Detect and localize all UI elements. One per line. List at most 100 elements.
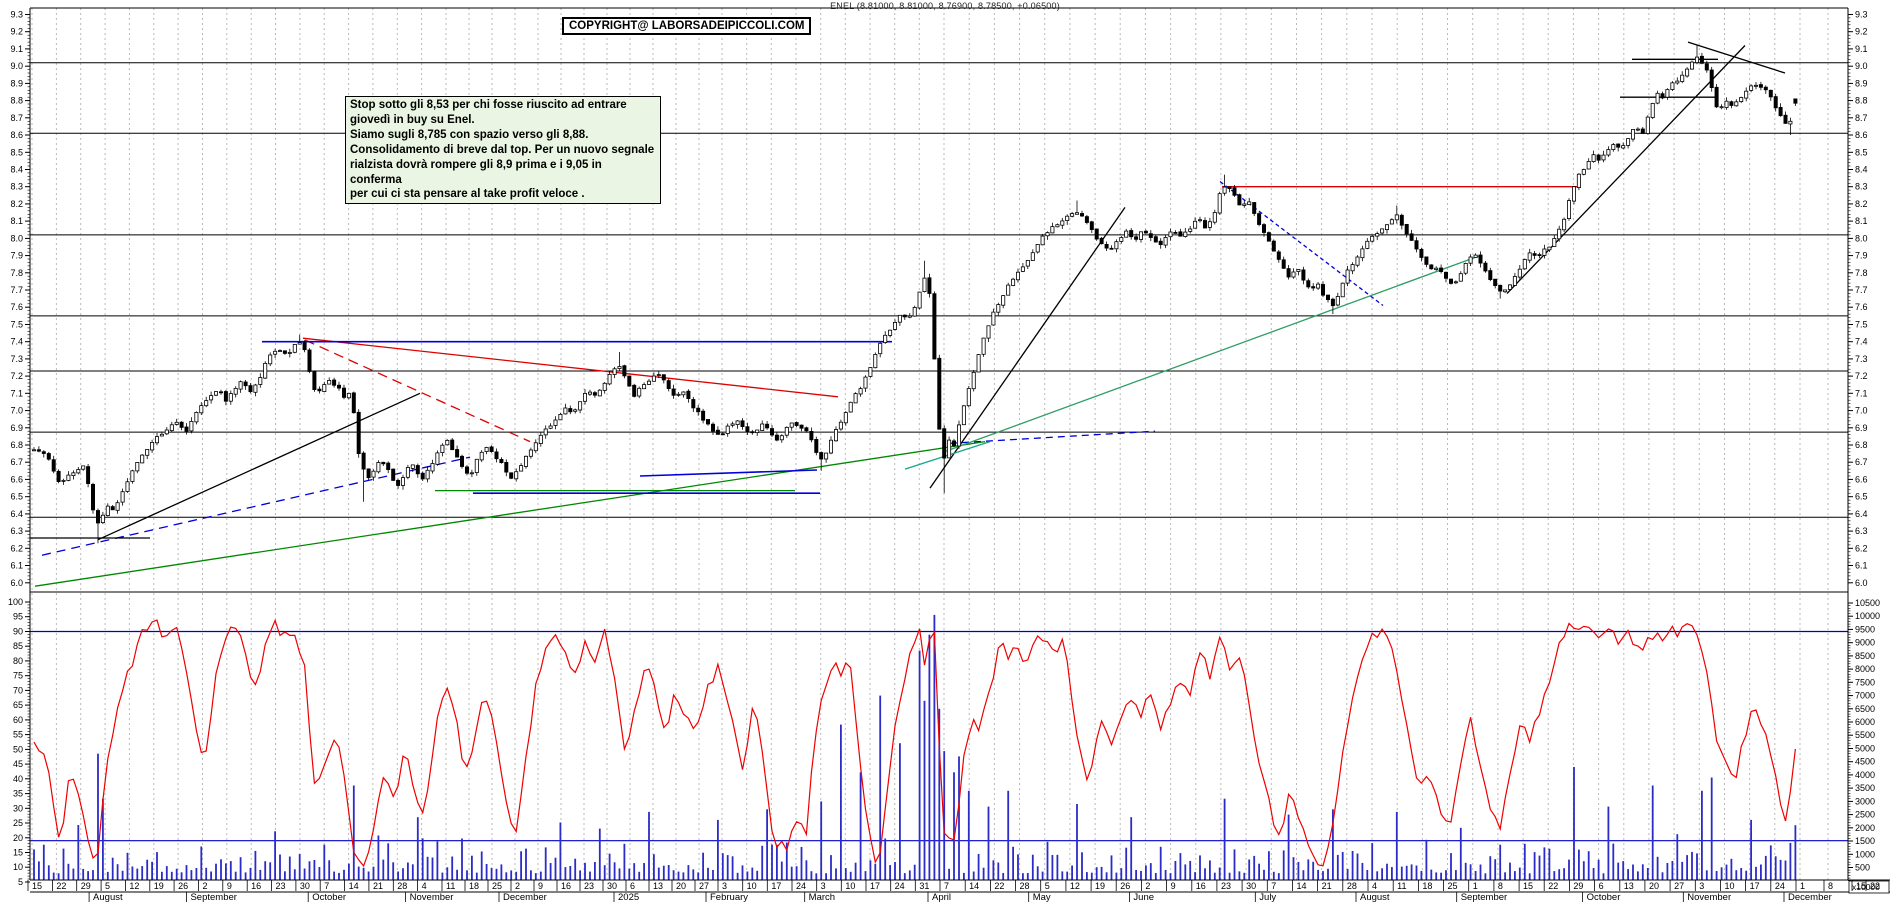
svg-text:85: 85 bbox=[13, 641, 23, 651]
svg-text:7.5: 7.5 bbox=[10, 319, 23, 329]
svg-text:22: 22 bbox=[1548, 881, 1558, 891]
svg-text:December: December bbox=[1788, 892, 1832, 902]
svg-text:8.5: 8.5 bbox=[10, 147, 23, 157]
svg-text:7000: 7000 bbox=[1855, 691, 1875, 701]
svg-text:6.2: 6.2 bbox=[10, 543, 23, 553]
date-axis-months: August September October November December 20… bbox=[88, 892, 1832, 902]
svg-text:18: 18 bbox=[1422, 881, 1432, 891]
svg-text:75: 75 bbox=[13, 671, 23, 681]
svg-text:25: 25 bbox=[492, 881, 502, 891]
svg-text:95: 95 bbox=[13, 612, 23, 622]
svg-text:October: October bbox=[1587, 892, 1621, 902]
svg-text:7.9: 7.9 bbox=[1855, 251, 1868, 261]
svg-text:April: April bbox=[932, 892, 951, 902]
svg-text:8.8: 8.8 bbox=[10, 96, 23, 106]
svg-text:24: 24 bbox=[1775, 881, 1785, 891]
svg-text:23: 23 bbox=[584, 881, 594, 891]
svg-text:21: 21 bbox=[373, 881, 383, 891]
svg-text:6.6: 6.6 bbox=[1855, 474, 1868, 484]
svg-text:55: 55 bbox=[13, 730, 23, 740]
svg-text:May: May bbox=[1033, 892, 1051, 902]
candlesticks bbox=[32, 45, 1798, 544]
svg-text:12: 12 bbox=[129, 881, 139, 891]
svg-text:8.2: 8.2 bbox=[10, 199, 23, 209]
svg-text:7.1: 7.1 bbox=[10, 388, 23, 398]
svg-text:6.0: 6.0 bbox=[1855, 578, 1868, 588]
svg-text:80: 80 bbox=[13, 656, 23, 666]
svg-text:6.2: 6.2 bbox=[1855, 543, 1868, 553]
svg-text:7: 7 bbox=[944, 881, 949, 891]
svg-text:8.9: 8.9 bbox=[10, 78, 23, 88]
svg-text:30: 30 bbox=[607, 881, 617, 891]
svg-text:22: 22 bbox=[994, 881, 1004, 891]
svg-text:6.4: 6.4 bbox=[10, 509, 23, 519]
svg-text:100: 100 bbox=[8, 597, 23, 607]
svg-text:9: 9 bbox=[1171, 881, 1176, 891]
svg-text:8.0: 8.0 bbox=[1855, 233, 1868, 243]
svg-text:6.8: 6.8 bbox=[1855, 440, 1868, 450]
svg-text:6.3: 6.3 bbox=[1855, 526, 1868, 536]
svg-text:11: 11 bbox=[446, 881, 455, 891]
svg-text:3: 3 bbox=[1699, 881, 1704, 891]
svg-text:29: 29 bbox=[81, 881, 91, 891]
svg-text:7.9: 7.9 bbox=[10, 251, 23, 261]
svg-text:7: 7 bbox=[1271, 881, 1276, 891]
svg-text:26: 26 bbox=[178, 881, 188, 891]
svg-text:8.8: 8.8 bbox=[1855, 96, 1868, 106]
svg-text:14: 14 bbox=[969, 881, 979, 891]
svg-text:30: 30 bbox=[13, 803, 23, 813]
date-axis-weeks: 15 22 29 5 12 19 26 2 9 16 23 30 7 14 21 28 4 11 18 25 2 9 16 2… bbox=[27, 880, 1880, 891]
svg-text:9.1: 9.1 bbox=[10, 44, 23, 54]
svg-text:7.3: 7.3 bbox=[1855, 354, 1868, 364]
svg-text:July: July bbox=[1259, 892, 1276, 902]
svg-text:6.5: 6.5 bbox=[10, 492, 23, 502]
svg-text:14: 14 bbox=[349, 881, 359, 891]
svg-text:6.5: 6.5 bbox=[1855, 492, 1868, 502]
svg-text:9500: 9500 bbox=[1855, 624, 1875, 634]
svg-text:13: 13 bbox=[1624, 881, 1634, 891]
svg-text:November: November bbox=[410, 892, 454, 902]
svg-text:10: 10 bbox=[845, 881, 855, 891]
svg-text:17: 17 bbox=[1750, 881, 1760, 891]
oscillator-line bbox=[33, 618, 1796, 868]
svg-text:9.0: 9.0 bbox=[1855, 61, 1868, 71]
svg-text:28: 28 bbox=[1347, 881, 1357, 891]
svg-text:7.8: 7.8 bbox=[10, 268, 23, 278]
svg-text:8.1: 8.1 bbox=[1855, 216, 1868, 226]
price-axis-right: 6.0 6.1 6.2 6.3 6.4 6.5 6.6 6.7 6.8 6.9 7.0 7.1 7.2 7… bbox=[1848, 10, 1868, 588]
svg-text:6.1: 6.1 bbox=[1855, 561, 1868, 571]
svg-text:28: 28 bbox=[397, 881, 407, 891]
svg-text:2025: 2025 bbox=[618, 892, 639, 902]
svg-text:20: 20 bbox=[676, 881, 686, 891]
svg-text:6500: 6500 bbox=[1855, 704, 1875, 714]
svg-text:February: February bbox=[710, 892, 748, 902]
svg-text:7.6: 7.6 bbox=[10, 302, 23, 312]
svg-text:6.8: 6.8 bbox=[10, 440, 23, 450]
svg-text:9.0: 9.0 bbox=[10, 61, 23, 71]
svg-text:40: 40 bbox=[13, 774, 23, 784]
svg-text:10500: 10500 bbox=[1855, 598, 1880, 608]
svg-text:June: June bbox=[1133, 892, 1154, 902]
svg-text:10000: 10000 bbox=[1855, 611, 1880, 621]
svg-text:11: 11 bbox=[1397, 881, 1406, 891]
svg-text:28: 28 bbox=[1020, 881, 1030, 891]
svg-text:September: September bbox=[190, 892, 236, 902]
svg-text:3000: 3000 bbox=[1855, 796, 1875, 806]
svg-text:5000: 5000 bbox=[1855, 743, 1875, 753]
svg-text:10: 10 bbox=[13, 862, 23, 872]
svg-text:September: September bbox=[1461, 892, 1507, 902]
svg-text:8: 8 bbox=[1828, 881, 1833, 891]
svg-text:23: 23 bbox=[276, 881, 286, 891]
svg-text:6.0: 6.0 bbox=[10, 578, 23, 588]
svg-text:7.5: 7.5 bbox=[1855, 319, 1868, 329]
svg-text:23: 23 bbox=[1221, 881, 1231, 891]
svg-text:2: 2 bbox=[202, 881, 207, 891]
svg-text:27: 27 bbox=[699, 881, 709, 891]
volume-axis: 500 1000 1500 2000 2500 3000 3500 4000 4500 5000 5… bbox=[1848, 598, 1890, 894]
svg-text:1500: 1500 bbox=[1855, 836, 1875, 846]
svg-text:22: 22 bbox=[1870, 881, 1880, 891]
svg-text:45: 45 bbox=[13, 759, 23, 769]
svg-text:3: 3 bbox=[821, 881, 826, 891]
svg-text:5500: 5500 bbox=[1855, 730, 1875, 740]
